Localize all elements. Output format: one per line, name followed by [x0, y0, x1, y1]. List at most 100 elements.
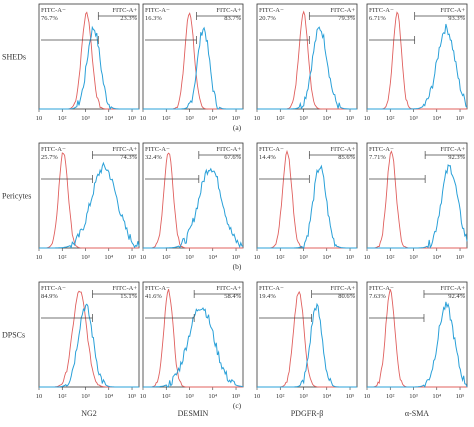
- x-tick-label: 10⁴: [322, 115, 332, 122]
- histogram-panel: 10 10² 10³ 10⁴ 10⁵ FITC-A−76.7% FITC-A+23.3%: [36, 3, 140, 122]
- positive-gate-percent: 67.6%: [224, 154, 241, 161]
- isotype-histogram: [367, 289, 467, 388]
- x-tick-label: 10³: [81, 254, 90, 261]
- x-tick-label: 10⁴: [208, 393, 218, 400]
- x-tick-label: 10³: [409, 115, 418, 122]
- row-caption: (c): [233, 401, 242, 410]
- x-tick-label: 10⁴: [432, 393, 442, 400]
- negative-gate-percent: 84.9%: [41, 293, 58, 300]
- x-tick-label: 10⁵: [456, 115, 465, 122]
- histogram-panel: 10 10² 10³ 10⁴ 10⁵ FITC-A−7.71% FITC-A+92.3%: [364, 142, 468, 261]
- x-tick-label: 10²: [386, 254, 395, 261]
- positive-gate-percent: 92.4%: [448, 293, 465, 300]
- negative-gate-label: FITC-A−: [145, 146, 170, 153]
- positive-gate-label: FITC-A+: [216, 146, 241, 153]
- negative-gate-percent: 7.63%: [369, 293, 386, 300]
- positive-gate-label: FITC-A+: [440, 285, 465, 292]
- panel-frame: [256, 281, 358, 388]
- x-tick-label: 10⁵: [232, 254, 241, 261]
- x-tick-label: 10: [254, 115, 261, 122]
- x-tick-label: 10⁵: [128, 115, 137, 122]
- positive-gate-label: FITC-A+: [440, 146, 465, 153]
- x-tick-label: 10: [254, 254, 261, 261]
- x-tick-label: 10³: [185, 115, 194, 122]
- histogram-panel: 10 10² 10³ 10⁴ 10⁵ FITC-A−19.4% FITC-A+80.6%: [254, 281, 358, 400]
- histogram-panel: 10 10² 10³ 10⁴ 10⁵ FITC-A−84.9% FITC-A+15.1%: [36, 281, 140, 400]
- x-tick-label: 10³: [81, 393, 90, 400]
- isotype-histogram: [143, 288, 243, 388]
- negative-gate-percent: 41.6%: [145, 293, 162, 300]
- negative-gate-percent: 6.71%: [369, 15, 386, 22]
- x-tick-label: 10⁵: [128, 254, 137, 261]
- negative-gate-label: FITC-A−: [369, 7, 394, 14]
- x-tick-label: 10: [364, 393, 371, 400]
- x-tick-label: 10³: [185, 393, 194, 400]
- x-tick-label: 10⁵: [346, 393, 355, 400]
- stained-histogram: [39, 161, 140, 249]
- x-tick-label: 10²: [276, 254, 285, 261]
- negative-gate-percent: 16.3%: [145, 15, 162, 22]
- isotype-histogram: [143, 152, 243, 249]
- stained-histogram: [367, 301, 468, 388]
- histogram-panel: 10 10² 10³ 10⁴ 10⁵ FITC-A−20.7% FITC-A+79.3%: [254, 3, 358, 122]
- negative-gate-label: FITC-A−: [145, 7, 170, 14]
- x-tick-label: 10⁵: [456, 254, 465, 261]
- x-tick-label: 10⁵: [232, 393, 241, 400]
- positive-gate-percent: 92.3%: [448, 154, 465, 161]
- positive-gate-label: FITC-A+: [112, 146, 137, 153]
- x-tick-label: 10²: [162, 115, 171, 122]
- negative-gate-percent: 76.7%: [41, 15, 58, 22]
- isotype-histogram: [39, 152, 139, 249]
- negative-gate-percent: 20.7%: [259, 15, 276, 22]
- histogram-panel: 10 10² 10³ 10⁴ 10⁵ FITC-A−7.63% FITC-A+92.4%: [364, 281, 468, 400]
- x-tick-label: 10³: [299, 254, 308, 261]
- x-tick-label: 10⁵: [346, 115, 355, 122]
- positive-gate-percent: 23.3%: [120, 15, 137, 22]
- positive-gate-percent: 58.4%: [224, 293, 241, 300]
- panel-frame: [142, 3, 244, 110]
- x-tick-label: 10⁴: [322, 254, 332, 261]
- x-tick-label: 10: [364, 115, 371, 122]
- isotype-histogram: [367, 11, 467, 110]
- x-tick-label: 10³: [409, 254, 418, 261]
- histogram-panel: 10 10² 10³ 10⁴ 10⁵ FITC-A−16.3% FITC-A+83.7%: [140, 3, 244, 122]
- panel-frame: [38, 3, 140, 110]
- negative-gate-percent: 7.71%: [369, 154, 386, 161]
- row-label: Pericytes: [2, 192, 31, 201]
- stained-histogram: [367, 164, 468, 249]
- x-tick-label: 10⁴: [208, 115, 218, 122]
- isotype-histogram: [39, 11, 139, 110]
- x-tick-label: 10³: [409, 393, 418, 400]
- isotype-histogram: [257, 290, 357, 388]
- x-tick-label: 10⁵: [456, 393, 465, 400]
- positive-gate-label: FITC-A+: [330, 146, 355, 153]
- row-label: SHEDs: [2, 53, 26, 62]
- x-tick-label: 10⁵: [232, 115, 241, 122]
- x-tick-label: 10²: [162, 254, 171, 261]
- panel-frame: [38, 281, 140, 388]
- isotype-histogram: [39, 290, 139, 388]
- histogram-panel: 10 10² 10³ 10⁴ 10⁵ FITC-A−25.7% FITC-A+74.3%: [36, 142, 140, 261]
- row-caption: (a): [233, 123, 242, 132]
- positive-gate-percent: 79.3%: [338, 15, 355, 22]
- stained-histogram: [367, 23, 468, 110]
- x-tick-label: 10: [254, 393, 261, 400]
- x-tick-label: 10⁵: [346, 254, 355, 261]
- x-tick-label: 10⁴: [322, 393, 332, 400]
- x-tick-label: 10: [36, 393, 43, 400]
- negative-gate-label: FITC-A−: [259, 146, 284, 153]
- negative-gate-label: FITC-A−: [259, 7, 284, 14]
- positive-gate-percent: 83.7%: [224, 15, 241, 22]
- histogram-panel: 10 10² 10³ 10⁴ 10⁵ FITC-A−32.4% FITC-A+67.6%: [140, 142, 244, 261]
- x-tick-label: 10: [364, 254, 371, 261]
- negative-gate-label: FITC-A−: [41, 285, 66, 292]
- labels-layer: SHEDs (a) Pericytes (b) DPSCs (c) NG2 DESMIN PDG…: [2, 53, 429, 419]
- histogram-panel: 10 10² 10³ 10⁴ 10⁵ FITC-A−14.4% FITC-A+85.6%: [254, 142, 358, 261]
- stained-histogram: [257, 26, 357, 110]
- negative-gate-label: FITC-A−: [145, 285, 170, 292]
- positive-gate-percent: 74.3%: [120, 154, 137, 161]
- negative-gate-label: FITC-A−: [41, 7, 66, 14]
- column-label: α-SMA: [405, 409, 429, 418]
- x-tick-label: 10: [140, 393, 147, 400]
- x-tick-label: 10⁴: [104, 393, 114, 400]
